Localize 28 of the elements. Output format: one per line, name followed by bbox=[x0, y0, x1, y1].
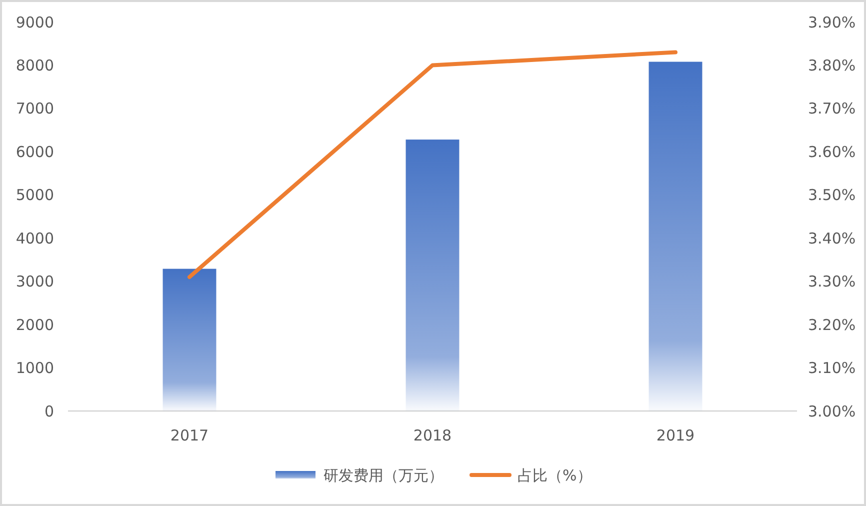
y2-tick-label: 3.10% bbox=[808, 359, 856, 378]
y2-tick-label: 3.90% bbox=[808, 13, 856, 32]
y2-tick-label: 3.60% bbox=[808, 142, 856, 161]
legend-label: 研发费用（万元） bbox=[324, 466, 444, 484]
y-tick-label: 4000 bbox=[16, 229, 54, 248]
bar bbox=[162, 268, 216, 411]
y-tick-label: 9000 bbox=[16, 13, 54, 32]
y-tick-label: 1000 bbox=[16, 359, 54, 378]
y-tick-label: 6000 bbox=[16, 142, 54, 161]
y2-tick-label: 3.30% bbox=[808, 272, 856, 291]
y2-tick-label: 3.40% bbox=[808, 229, 856, 248]
y2-tick-label: 3.70% bbox=[808, 100, 856, 118]
y-tick-label: 2000 bbox=[16, 316, 54, 334]
x-tick-label: 2017 bbox=[170, 426, 209, 444]
y2-tick-label: 3.80% bbox=[808, 56, 856, 74]
x-tick-label: 2018 bbox=[413, 426, 452, 444]
y-tick-label: 8000 bbox=[16, 56, 54, 74]
bar bbox=[648, 62, 702, 411]
x-tick-label: 2019 bbox=[656, 426, 695, 444]
y-tick-label: 0 bbox=[44, 402, 54, 420]
y-tick-label: 5000 bbox=[16, 186, 54, 204]
legend-label: 占比（%） bbox=[518, 466, 592, 484]
y2-tick-label: 3.50% bbox=[808, 186, 856, 204]
y-tick-label: 7000 bbox=[16, 100, 54, 118]
y2-tick-label: 3.00% bbox=[808, 402, 856, 420]
y2-tick-label: 3.20% bbox=[808, 316, 856, 334]
bar bbox=[406, 140, 460, 411]
y-tick-label: 3000 bbox=[16, 272, 54, 291]
